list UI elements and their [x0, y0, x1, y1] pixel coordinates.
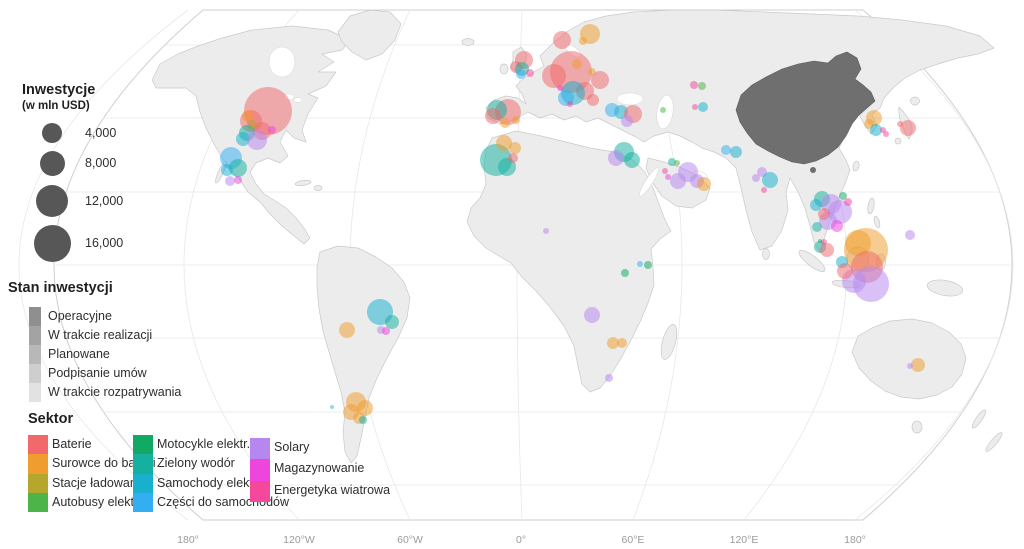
continent-eurasia: [485, 9, 995, 253]
island-sri-lanka: [762, 248, 770, 260]
sector-swatch-cze: [133, 492, 153, 513]
sector-swatch-wod: [133, 454, 153, 474]
island-madagascar: [660, 324, 678, 360]
sector-label-sta: Stacje ładowania: [52, 475, 147, 490]
sea-red: [639, 167, 659, 197]
status-swatch: [29, 364, 41, 383]
sector-swatch-aut: [28, 492, 48, 513]
sector-label-sol: Solary: [274, 440, 310, 454]
size-legend-label: 12,000: [85, 194, 124, 208]
island-hokkaido: [910, 96, 920, 106]
size-legend-circle: [39, 150, 65, 176]
axis-tick-label: 180°: [844, 534, 866, 546]
size-legend-circle: [42, 123, 62, 143]
size-legend-label: 16,000: [85, 236, 124, 250]
status-label: W trakcie rozpatrywania: [48, 385, 182, 399]
sector-label-aut: Autobusy elektr.: [52, 494, 141, 509]
sector-swatch-mag: [250, 459, 270, 481]
sector-swatch-sur: [28, 454, 48, 474]
china-highlight: [735, 51, 876, 173]
island-hispaniola: [313, 185, 323, 191]
axis-tick-label: 60°E: [621, 534, 645, 546]
sector-swatch-sam: [133, 473, 153, 493]
status-swatch: [29, 307, 41, 326]
sector-label-sur: Surowce do baterii: [52, 456, 156, 471]
island-cuba: [294, 179, 312, 187]
island-greenland: [337, 9, 402, 61]
axis-tick-label: 0°: [515, 534, 527, 546]
island-hainan: [810, 167, 816, 173]
status-label: W trakcie realizacji: [48, 328, 153, 342]
island-new-zealand-south: [985, 432, 1003, 452]
island-new-guinea: [926, 279, 964, 297]
size-legend-label: 4,000: [85, 126, 117, 140]
island-ireland: [499, 63, 509, 75]
sector-label-bat: Baterie: [52, 437, 92, 451]
size-legend-circle: [36, 185, 68, 217]
lake-great-lakes-1: [283, 93, 295, 101]
island-sumatra: [798, 250, 826, 272]
axis-tick-label: 60°W: [397, 534, 423, 546]
sector-swatch-wia: [250, 480, 270, 502]
continent-australia: [851, 318, 967, 400]
sector-swatch-mot: [133, 435, 153, 455]
sector-swatch-sol: [250, 438, 270, 460]
legend-sector-title: Sektor: [28, 411, 74, 427]
status-label: Operacyjne: [48, 309, 112, 323]
status-swatch: [29, 345, 41, 364]
sector-swatch-bat: [28, 435, 48, 455]
island-philippines-2: [873, 215, 881, 229]
island-tasmania: [911, 420, 923, 434]
island-philippines-1: [867, 197, 875, 215]
legend-size-title: Inwestycje: [22, 82, 96, 98]
sector-label-mot: Motocykle elektr.: [157, 437, 251, 451]
status-swatch: [29, 326, 41, 345]
axis-tick-label: 120°E: [729, 534, 759, 546]
island-sulawesi: [876, 253, 886, 271]
sector-swatch-sta: [28, 473, 48, 493]
sea-black: [616, 92, 644, 106]
size-legend-circle: [33, 224, 71, 262]
legend-status-title: Stan inwestycji: [8, 280, 113, 296]
island-new-zealand-north: [971, 409, 987, 429]
axis-tick-label: 120°W: [283, 534, 315, 546]
status-label: Planowane: [48, 347, 110, 361]
island-taiwan: [852, 160, 860, 172]
status-label: Podpisanie umów: [48, 366, 147, 380]
sector-label-wod: Zielony wodór: [157, 456, 235, 471]
status-swatch: [29, 383, 41, 402]
sea-hudson-bay: [268, 46, 296, 78]
island-kyushu: [894, 137, 902, 145]
axis-tick-label: 180°: [177, 534, 199, 546]
size-legend-label: 8,000: [85, 156, 117, 170]
legend-size-subtitle: (w mln USD): [22, 100, 90, 112]
sector-label-sam: Samochody elektr.: [157, 475, 260, 490]
island-borneo: [846, 246, 870, 272]
island-iceland: [461, 38, 475, 46]
lake-great-lakes-2: [293, 97, 303, 103]
sector-label-mag: Magazynowanie: [274, 461, 365, 476]
sector-label-wia: Energetyka wiatrowa: [274, 482, 391, 497]
